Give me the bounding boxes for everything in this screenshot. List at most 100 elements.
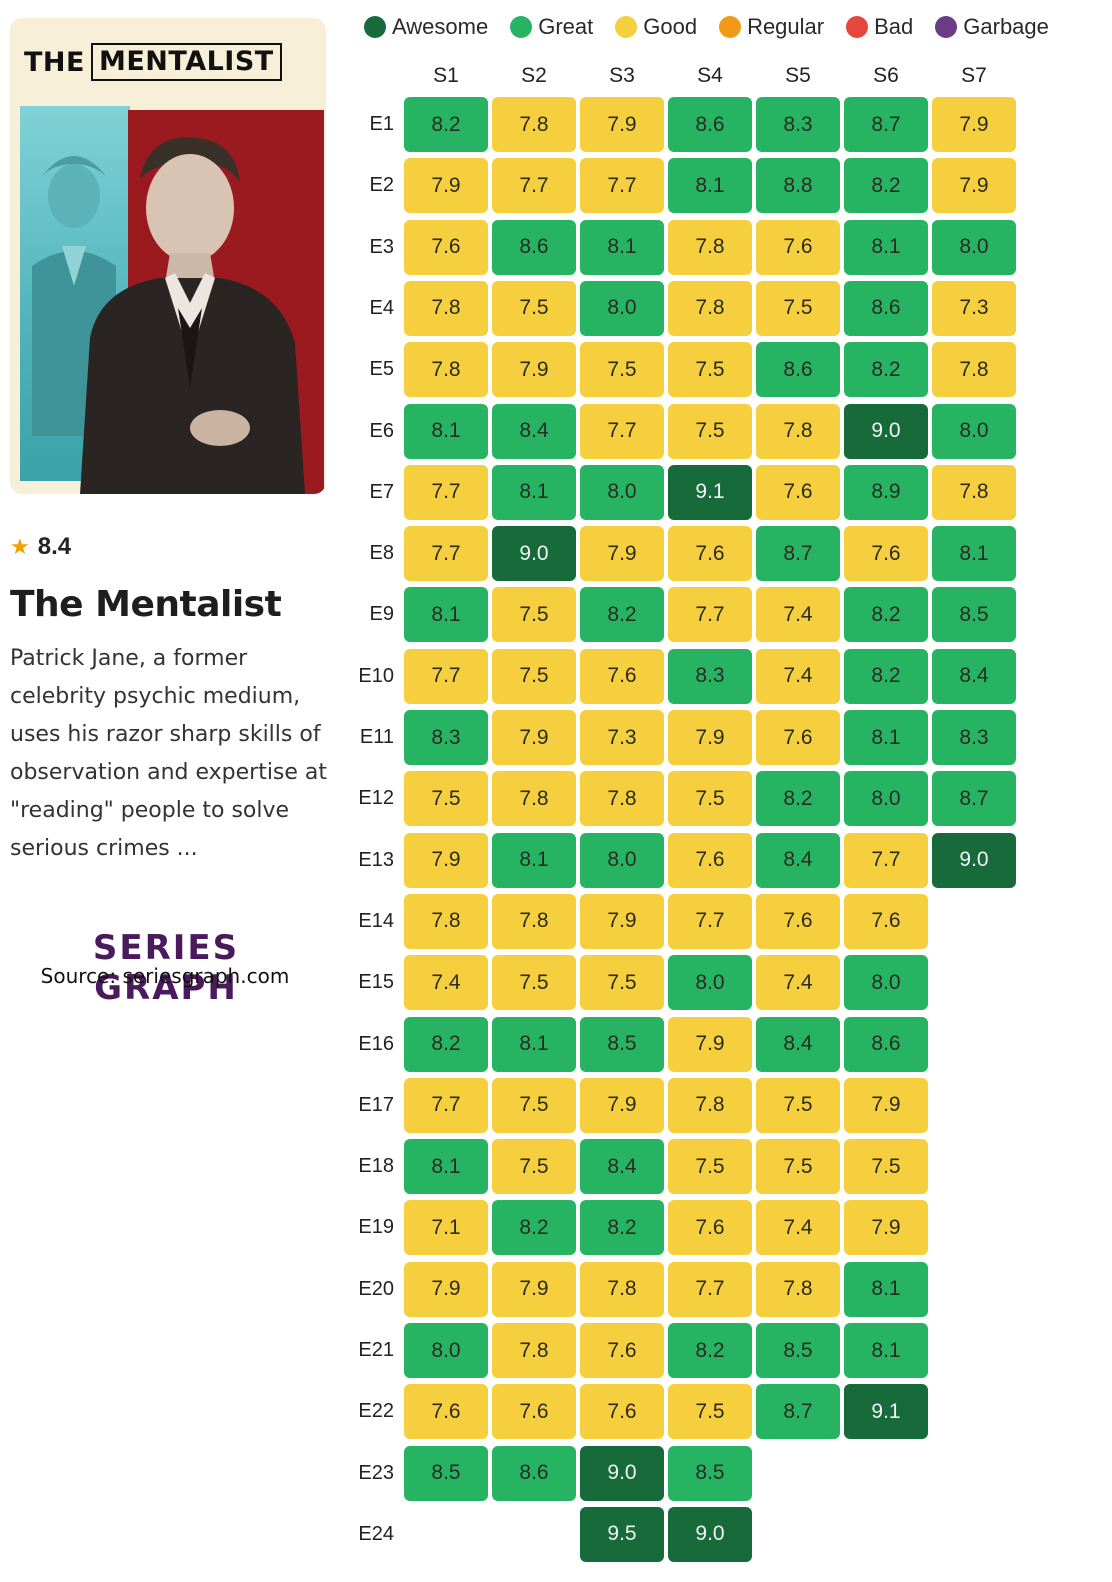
- rating-cell[interactable]: 7.8: [756, 403, 840, 459]
- rating-cell[interactable]: 7.6: [580, 1384, 664, 1440]
- rating-cell[interactable]: 7.6: [668, 832, 752, 888]
- rating-cell[interactable]: 7.8: [668, 219, 752, 275]
- rating-cell[interactable]: 7.5: [668, 342, 752, 398]
- rating-cell[interactable]: 7.8: [756, 1261, 840, 1317]
- rating-cell[interactable]: 7.9: [844, 1200, 928, 1256]
- rating-cell[interactable]: 8.1: [932, 526, 1016, 582]
- rating-cell[interactable]: 7.5: [580, 342, 664, 398]
- rating-cell[interactable]: 7.6: [492, 1384, 576, 1440]
- rating-cell[interactable]: 7.5: [756, 1139, 840, 1195]
- rating-cell[interactable]: 7.9: [932, 158, 1016, 214]
- rating-cell[interactable]: 8.7: [756, 526, 840, 582]
- rating-cell[interactable]: 7.4: [404, 955, 488, 1011]
- rating-cell[interactable]: 8.6: [844, 280, 928, 336]
- rating-cell[interactable]: 8.2: [756, 771, 840, 827]
- rating-cell[interactable]: 7.4: [756, 1200, 840, 1256]
- rating-cell[interactable]: 8.4: [580, 1139, 664, 1195]
- rating-cell[interactable]: 7.5: [844, 1139, 928, 1195]
- rating-cell[interactable]: 8.1: [844, 1323, 928, 1378]
- rating-cell[interactable]: 7.8: [580, 1261, 664, 1317]
- rating-cell[interactable]: 8.1: [844, 1261, 928, 1317]
- rating-cell[interactable]: 8.1: [404, 1139, 488, 1195]
- rating-cell[interactable]: 8.6: [844, 1016, 928, 1072]
- rating-cell[interactable]: 7.7: [668, 893, 752, 949]
- rating-cell[interactable]: 7.9: [844, 1077, 928, 1133]
- rating-cell[interactable]: 7.9: [580, 1077, 664, 1133]
- rating-cell[interactable]: 7.8: [580, 771, 664, 827]
- rating-cell[interactable]: 7.8: [668, 280, 752, 336]
- rating-cell[interactable]: 7.8: [932, 464, 1016, 520]
- rating-cell[interactable]: 7.6: [404, 1384, 488, 1440]
- rating-cell[interactable]: 7.5: [580, 955, 664, 1011]
- rating-cell[interactable]: 8.1: [580, 219, 664, 275]
- rating-cell[interactable]: 7.9: [404, 832, 488, 888]
- rating-cell[interactable]: 7.7: [404, 1077, 488, 1133]
- rating-cell[interactable]: 8.0: [844, 955, 928, 1011]
- rating-cell[interactable]: 8.2: [580, 1200, 664, 1256]
- rating-cell[interactable]: 7.8: [404, 893, 488, 949]
- rating-cell[interactable]: 8.3: [404, 710, 488, 765]
- rating-cell[interactable]: 7.9: [492, 1261, 576, 1317]
- rating-cell[interactable]: 8.2: [492, 1200, 576, 1256]
- rating-cell[interactable]: 7.5: [668, 403, 752, 459]
- rating-cell[interactable]: 8.2: [580, 587, 664, 643]
- rating-cell[interactable]: 7.4: [756, 955, 840, 1011]
- rating-cell[interactable]: 9.5: [580, 1506, 664, 1562]
- rating-cell[interactable]: 8.1: [668, 158, 752, 214]
- rating-cell[interactable]: 7.9: [492, 342, 576, 398]
- rating-cell[interactable]: 8.2: [844, 342, 928, 398]
- rating-cell[interactable]: 9.0: [580, 1445, 664, 1501]
- rating-cell[interactable]: 9.0: [492, 526, 576, 582]
- rating-cell[interactable]: 8.5: [580, 1016, 664, 1072]
- rating-cell[interactable]: 8.3: [756, 97, 840, 152]
- rating-cell[interactable]: 7.5: [668, 1384, 752, 1440]
- rating-cell[interactable]: 7.5: [492, 587, 576, 643]
- rating-cell[interactable]: 7.3: [932, 280, 1016, 336]
- rating-cell[interactable]: 9.1: [668, 464, 752, 520]
- rating-cell[interactable]: 7.6: [404, 219, 488, 275]
- rating-cell[interactable]: 8.2: [404, 1016, 488, 1072]
- rating-cell[interactable]: 7.7: [844, 832, 928, 888]
- rating-cell[interactable]: 8.0: [580, 280, 664, 336]
- rating-cell[interactable]: 8.5: [668, 1445, 752, 1501]
- rating-cell[interactable]: 8.6: [492, 1445, 576, 1501]
- rating-cell[interactable]: 7.4: [756, 587, 840, 643]
- rating-cell[interactable]: 7.9: [580, 97, 664, 152]
- rating-cell[interactable]: 8.4: [756, 1016, 840, 1072]
- rating-cell[interactable]: 9.1: [844, 1384, 928, 1440]
- rating-cell[interactable]: 8.6: [492, 219, 576, 275]
- rating-cell[interactable]: 7.9: [404, 158, 488, 214]
- rating-cell[interactable]: 7.8: [668, 1077, 752, 1133]
- rating-cell[interactable]: 7.7: [404, 464, 488, 520]
- rating-cell[interactable]: 7.8: [492, 97, 576, 152]
- rating-cell[interactable]: 8.0: [844, 771, 928, 827]
- rating-cell[interactable]: 8.6: [668, 97, 752, 152]
- rating-cell[interactable]: 8.2: [668, 1323, 752, 1378]
- rating-cell[interactable]: 7.5: [492, 648, 576, 704]
- rating-cell[interactable]: 7.7: [580, 403, 664, 459]
- rating-cell[interactable]: 9.0: [668, 1506, 752, 1562]
- rating-cell[interactable]: 7.7: [404, 526, 488, 582]
- rating-cell[interactable]: 7.9: [580, 893, 664, 949]
- rating-cell[interactable]: 7.3: [580, 710, 664, 765]
- rating-cell[interactable]: 8.1: [492, 832, 576, 888]
- rating-cell[interactable]: 8.5: [932, 587, 1016, 643]
- rating-cell[interactable]: 7.9: [580, 526, 664, 582]
- rating-cell[interactable]: 7.6: [580, 1323, 664, 1378]
- rating-cell[interactable]: 7.5: [668, 1139, 752, 1195]
- rating-cell[interactable]: 7.6: [756, 219, 840, 275]
- rating-cell[interactable]: 7.6: [756, 464, 840, 520]
- rating-cell[interactable]: 7.8: [492, 1323, 576, 1378]
- rating-cell[interactable]: 7.5: [492, 1139, 576, 1195]
- rating-cell[interactable]: 8.0: [404, 1323, 488, 1378]
- rating-cell[interactable]: 7.7: [580, 158, 664, 214]
- rating-cell[interactable]: 8.1: [492, 464, 576, 520]
- rating-cell[interactable]: 8.4: [492, 403, 576, 459]
- rating-cell[interactable]: 8.0: [580, 464, 664, 520]
- rating-cell[interactable]: 8.2: [404, 97, 488, 152]
- rating-cell[interactable]: 8.5: [756, 1323, 840, 1378]
- rating-cell[interactable]: 8.5: [404, 1445, 488, 1501]
- rating-cell[interactable]: 8.2: [844, 648, 928, 704]
- rating-cell[interactable]: 7.6: [668, 1200, 752, 1256]
- rating-cell[interactable]: 8.1: [492, 1016, 576, 1072]
